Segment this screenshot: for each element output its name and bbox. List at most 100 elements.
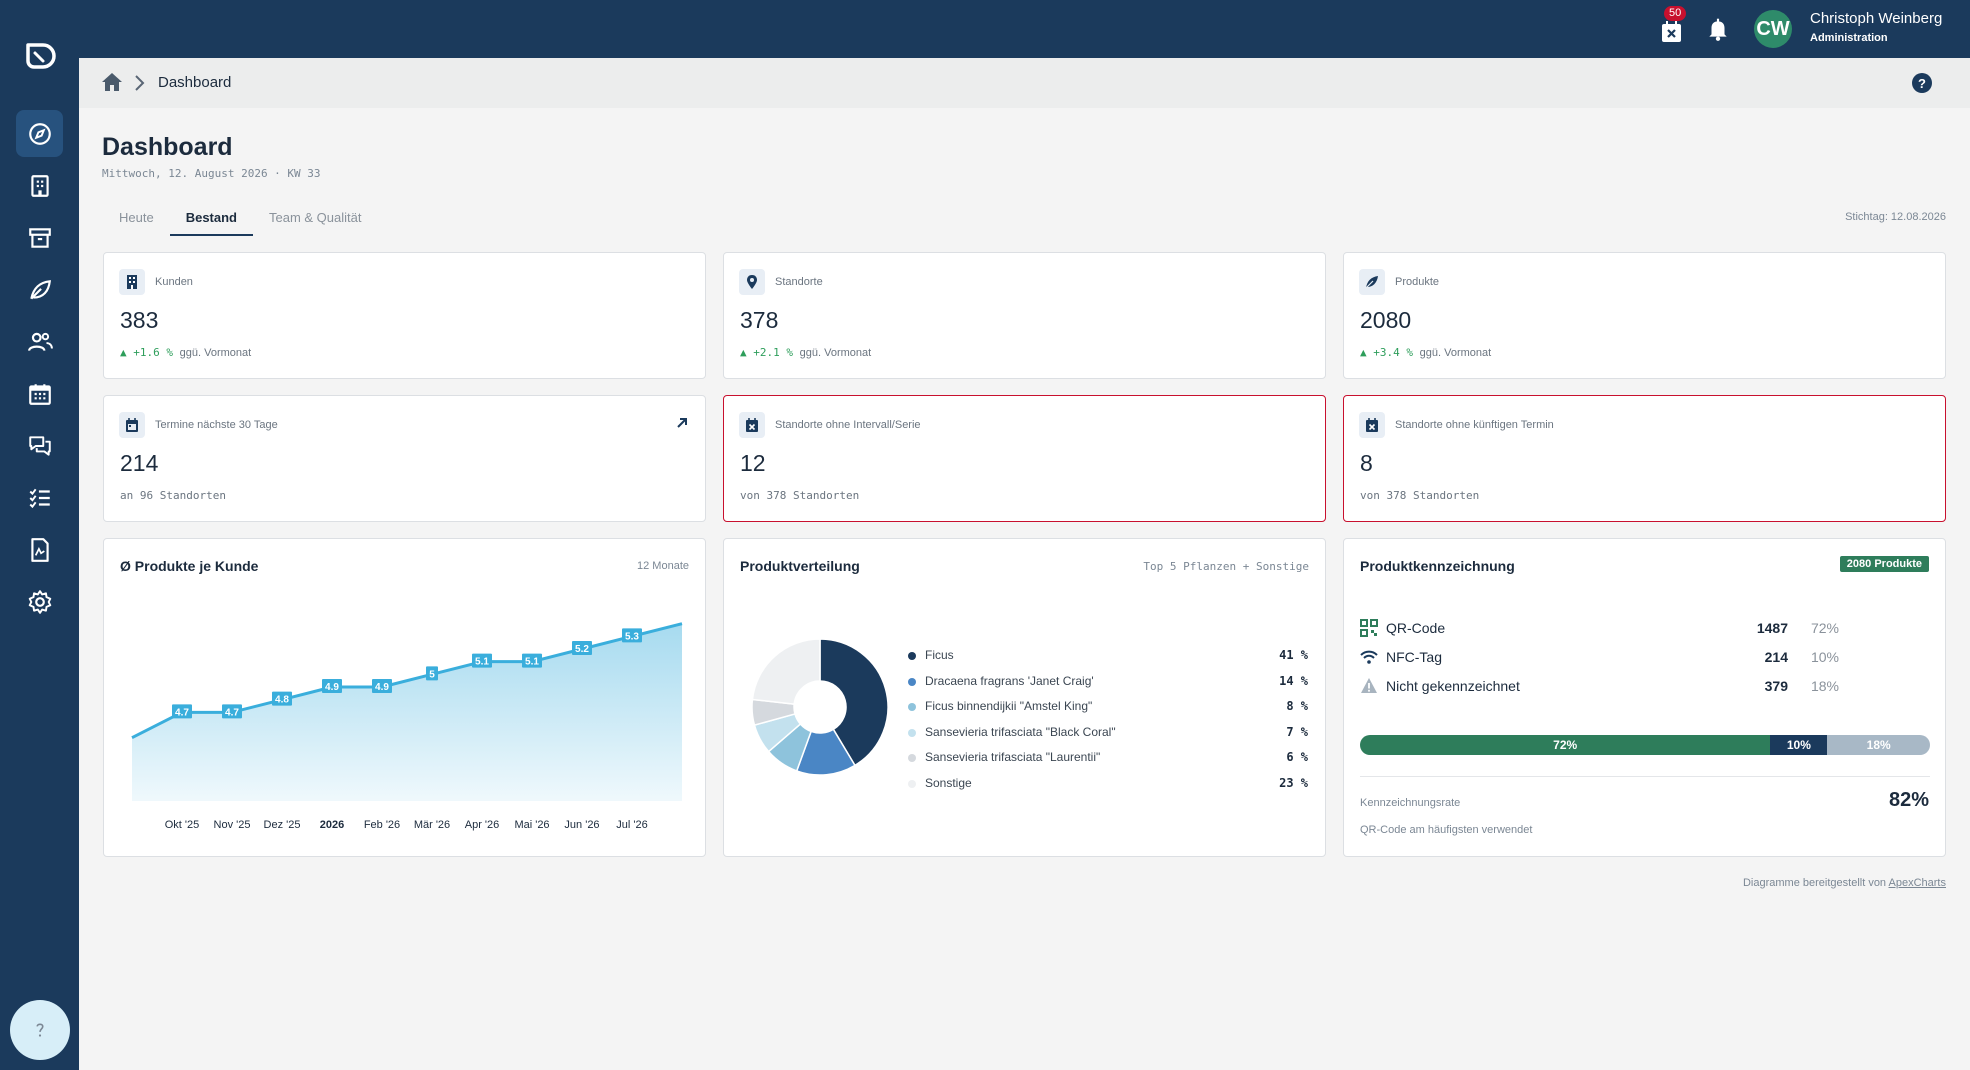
calendar-x-icon[interactable]	[1659, 18, 1687, 44]
chart-subtitle: Top 5 Pflanzen + Sonstige	[1143, 560, 1309, 573]
x-tick-label: Feb '26	[364, 819, 400, 831]
legend-label: Ficus binnendijkii "Amstel King"	[925, 699, 1093, 713]
help-icon[interactable]: ?	[1912, 73, 1932, 93]
card-title: Produktkennzeichnung	[1360, 558, 1515, 574]
kpi-card-kunden[interactable]: Kunden 383 ▲ +1.6 % ggü. Vormonat	[103, 252, 706, 379]
x-tick-label: Jun '26	[564, 819, 599, 831]
pie-slice	[751, 638, 821, 705]
kpi-card-ohne-intervall[interactable]: Standorte ohne Intervall/Serie 12 von 37…	[723, 395, 1326, 522]
donut-chart	[751, 638, 889, 776]
legend-item: Sansevieria trifasciata "Black Coral" 7 %	[908, 724, 1308, 744]
tab-team-qualitaet[interactable]: Team & Qualität	[269, 210, 362, 225]
chart-title: Ø Produkte je Kunde	[120, 558, 259, 574]
legend-label: Sansevieria trifasciata "Black Coral"	[925, 724, 1116, 739]
legend-value: 8 %	[1286, 699, 1308, 713]
kpi-subtext: an 96 Standorten	[120, 489, 226, 502]
calendar-icon	[119, 412, 145, 438]
checklist-icon	[29, 488, 50, 508]
chart-card-produktverteilung: Produktverteilung Top 5 Pflanzen + Sonst…	[723, 538, 1326, 857]
kpi-card-produkte[interactable]: Produkte 2080 ▲ +3.4 % ggü. Vormonat	[1343, 252, 1946, 379]
pie-slice	[819, 638, 889, 767]
tab-heute[interactable]: Heute	[119, 210, 154, 225]
user-role: Administration	[1810, 32, 1888, 44]
sidebar-item-customers[interactable]	[16, 162, 63, 209]
legend-label: Sansevieria trifasciata "Laurentii"	[925, 750, 1101, 764]
app-logo-icon[interactable]	[21, 38, 57, 74]
help-button[interactable]	[10, 1000, 70, 1060]
calendar-x-icon	[1359, 412, 1385, 438]
legend-item: Sansevieria trifasciata "Laurentii" 6 %	[908, 749, 1308, 769]
sidebar-item-messages[interactable]	[16, 422, 63, 469]
chart-card-produkte-je-kunde: Ø Produkte je Kunde 12 Monate 4.7 Okt '25…	[103, 538, 706, 857]
data-label: 5.3	[625, 631, 639, 642]
kpi-label: Produkte	[1395, 276, 1440, 288]
user-name[interactable]: Christoph Weinberg	[1810, 10, 1943, 27]
legend-marker	[908, 728, 916, 737]
kpi-card-termine[interactable]: Termine nächste 30 Tage 214 an 96 Stando…	[103, 395, 706, 522]
product-count-badge: 2080 Produkte	[1839, 556, 1929, 572]
legend-item: Ficus 41 %	[908, 647, 1308, 667]
chart-title: Produktverteilung	[740, 558, 860, 574]
data-label-box	[222, 704, 242, 719]
data-label: 5.1	[475, 657, 489, 668]
kpi-card-standorte[interactable]: Standorte 378 ▲ +2.1 % ggü. Vormonat	[723, 252, 1326, 379]
qr-code-icon	[1360, 619, 1378, 637]
legend-value: 23 %	[1279, 775, 1308, 790]
apexcharts-link[interactable]: ApexCharts	[1888, 877, 1946, 889]
arrow-up-right-icon[interactable]	[675, 416, 689, 430]
chevron-right-icon	[133, 74, 145, 92]
sidebar-item-team[interactable]	[16, 318, 63, 365]
legend-value: 41 %	[1279, 648, 1308, 662]
kpi-value: 8	[1360, 450, 1373, 476]
legend-value: 6 %	[1286, 750, 1308, 764]
sidebar-item-plants[interactable]	[16, 266, 63, 313]
x-tick-label: Mär '26	[414, 819, 450, 831]
x-tick-label: Dez '25	[264, 819, 301, 831]
gear-icon	[28, 589, 51, 614]
calendar-x-icon	[739, 412, 765, 438]
leaf-icon	[1359, 269, 1385, 295]
sidebar-item-calendar[interactable]	[16, 370, 63, 417]
data-label-box	[426, 666, 438, 681]
legend-value: 14 %	[1279, 673, 1308, 688]
bell-icon[interactable]	[1705, 16, 1731, 42]
card-produktkennzeichnung: Produktkennzeichnung 2080 Produkte QR-Co…	[1343, 538, 1946, 857]
tagging-stacked-bar: 72% 10% 18%	[1360, 735, 1930, 755]
kpi-delta: ▲ +3.4 % ggü. Vormonat	[1360, 346, 1492, 359]
x-tick-label: Apr '26	[465, 819, 500, 831]
kpi-delta: ▲ +1.6 % ggü. Vormonat	[120, 346, 252, 359]
legend-marker	[908, 754, 916, 762]
page-date: Mittwoch, 12. August 2026 · KW 33	[102, 167, 321, 180]
data-label-box	[472, 653, 492, 668]
legend-label: Ficus	[925, 648, 954, 662]
legend-item: Sonstige 23 %	[908, 775, 1308, 795]
kpi-label: Termine nächste 30 Tage	[155, 419, 278, 431]
chat-bubbles-icon	[28, 435, 51, 456]
sidebar-item-reports[interactable]	[16, 526, 63, 573]
sidebar-item-settings[interactable]	[16, 578, 63, 625]
sidebar-item-tasks[interactable]	[16, 474, 63, 521]
home-icon[interactable]	[101, 72, 123, 92]
chart-period: 12 Monate	[637, 560, 689, 572]
data-label-box	[272, 691, 292, 706]
rate-label: Kennzeichnungsrate	[1360, 797, 1461, 809]
sidebar-item-archive[interactable]	[16, 214, 63, 261]
legend-label: Dracaena fragrans 'Janet Craig'	[925, 673, 1094, 688]
users-icon	[27, 332, 53, 351]
kpi-label: Kunden	[155, 276, 193, 288]
x-tick-label: Okt '25	[165, 819, 200, 831]
kpi-label: Standorte ohne künftigen Termin	[1395, 419, 1554, 431]
tab-bestand[interactable]: Bestand	[169, 200, 253, 236]
area-chart: 4.7 Okt '25 4.7 Nov '25 4.8 Dez '25 4.9 2026 4.9…	[131, 622, 683, 831]
building-icon	[119, 269, 145, 295]
kpi-card-ohne-termin[interactable]: Standorte ohne künftigen Termin 8 von 37…	[1343, 395, 1946, 522]
location-pin-icon	[739, 269, 765, 295]
warning-icon	[1360, 677, 1378, 695]
data-label: 5.2	[575, 644, 589, 655]
legend-label: Sonstige	[925, 775, 972, 790]
kpi-value: 378	[740, 307, 779, 333]
data-label: 4.7	[175, 707, 189, 718]
avatar[interactable]: CW	[1754, 10, 1792, 48]
sidebar-item-dashboard[interactable]	[16, 110, 63, 157]
area-fill	[132, 623, 682, 801]
